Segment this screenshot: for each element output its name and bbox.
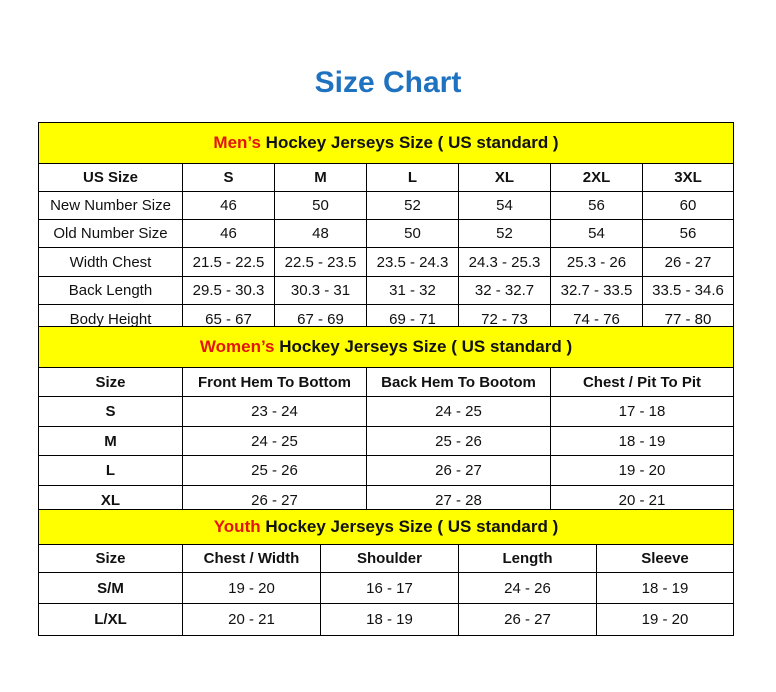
men-column-headers: US Size S M L XL 2XL 3XL bbox=[38, 163, 735, 192]
column-header: US Size bbox=[38, 163, 183, 192]
table-cell: 32.7 - 33.5 bbox=[550, 276, 643, 305]
table-cell: 60 bbox=[641, 191, 735, 220]
table-cell: 19 - 20 bbox=[549, 455, 735, 486]
table-cell: 52 bbox=[458, 219, 551, 248]
column-header: Size bbox=[38, 367, 183, 397]
table-cell: 20 - 21 bbox=[182, 603, 321, 636]
table-row: L/XL 20 - 21 18 - 19 26 - 27 19 - 20 bbox=[38, 603, 734, 636]
column-header: Sleeve bbox=[596, 544, 734, 573]
youth-heading-accent: Youth bbox=[213, 517, 261, 536]
men-heading-text: Hockey Jerseys Size ( US standard ) bbox=[260, 133, 559, 152]
table-cell: 52 bbox=[366, 191, 459, 220]
page-title: Size Chart bbox=[314, 66, 462, 99]
row-label: Width Chest bbox=[38, 247, 183, 277]
table-cell: 26 - 27 bbox=[366, 455, 551, 486]
column-header: 2XL bbox=[550, 163, 643, 192]
table-cell: 18 - 19 bbox=[320, 603, 459, 636]
men-heading-row: Men’s Hockey Jerseys Size ( US standard … bbox=[37, 122, 735, 164]
table-cell: 29.5 - 30.3 bbox=[182, 276, 275, 305]
column-header: Length bbox=[458, 544, 597, 573]
table-cell: 17 - 18 bbox=[549, 396, 735, 427]
table-cell: 46 bbox=[182, 219, 275, 248]
table-cell: 32 - 32.7 bbox=[458, 276, 551, 305]
table-cell: 56 bbox=[550, 191, 643, 220]
table-row: New Number Size 46 50 52 54 56 60 bbox=[38, 191, 735, 220]
column-header: M bbox=[274, 163, 367, 192]
column-header: XL bbox=[458, 163, 551, 192]
table-cell: 24.3 - 25.3 bbox=[458, 247, 551, 277]
table-cell: 54 bbox=[550, 219, 643, 248]
women-heading-text: Hockey Jerseys Size ( US standard ) bbox=[274, 337, 573, 356]
table-cell: 30.3 - 31 bbox=[274, 276, 367, 305]
column-header: Back Hem To Bootom bbox=[366, 367, 551, 397]
row-label: Old Number Size bbox=[38, 219, 183, 248]
row-label: Back Length bbox=[38, 276, 183, 305]
table-cell: 24 - 26 bbox=[458, 572, 597, 604]
youth-size-table: Youth Hockey Jerseys Size ( US standard … bbox=[38, 509, 734, 636]
table-cell: 18 - 19 bbox=[596, 572, 734, 604]
women-column-headers: Size Front Hem To Bottom Back Hem To Booto… bbox=[38, 367, 735, 397]
youth-heading: Youth Hockey Jerseys Size ( US standard … bbox=[38, 509, 734, 545]
row-label: S/M bbox=[38, 572, 183, 604]
table-cell: 46 bbox=[182, 191, 275, 220]
table-cell: 25.3 - 26 bbox=[550, 247, 643, 277]
men-heading: Men’s Hockey Jerseys Size ( US standard … bbox=[37, 122, 735, 164]
mens-size-table: Men’s Hockey Jerseys Size ( US standard … bbox=[37, 122, 735, 334]
table-cell: 24 - 25 bbox=[182, 426, 367, 456]
column-header: Chest / Pit To Pit bbox=[549, 367, 735, 397]
table-row: S/M 19 - 20 16 - 17 24 - 26 18 - 19 bbox=[38, 572, 734, 604]
row-label: L/XL bbox=[38, 603, 183, 636]
women-heading-row: Women’s Hockey Jerseys Size ( US standar… bbox=[37, 326, 735, 368]
table-cell: 50 bbox=[274, 191, 367, 220]
table-cell: 16 - 17 bbox=[320, 572, 459, 604]
table-row: Old Number Size 46 48 50 52 54 56 bbox=[38, 219, 735, 248]
women-heading: Women’s Hockey Jerseys Size ( US standar… bbox=[37, 326, 735, 368]
row-label: S bbox=[38, 396, 183, 427]
row-label: M bbox=[38, 426, 183, 456]
table-row: Width Chest 21.5 - 22.5 22.5 - 23.5 23.5 - … bbox=[38, 247, 735, 277]
column-header: Front Hem To Bottom bbox=[182, 367, 367, 397]
table-row: S 23 - 24 24 - 25 17 - 18 bbox=[38, 396, 735, 427]
table-cell: 56 bbox=[641, 219, 735, 248]
table-cell: 18 - 19 bbox=[549, 426, 735, 456]
table-cell: 26 - 27 bbox=[458, 603, 597, 636]
table-cell: 33.5 - 34.6 bbox=[641, 276, 735, 305]
men-heading-accent: Men’s bbox=[213, 133, 261, 152]
table-cell: 48 bbox=[274, 219, 367, 248]
table-cell: 22.5 - 23.5 bbox=[274, 247, 367, 277]
table-cell: 23.5 - 24.3 bbox=[366, 247, 459, 277]
youth-heading-text: Hockey Jerseys Size ( US standard ) bbox=[260, 517, 559, 536]
table-cell: 21.5 - 22.5 bbox=[182, 247, 275, 277]
column-header: 3XL bbox=[641, 163, 735, 192]
table-cell: 26 - 27 bbox=[641, 247, 735, 277]
womens-size-table: Women’s Hockey Jerseys Size ( US standar… bbox=[37, 326, 735, 516]
column-header: S bbox=[182, 163, 275, 192]
table-cell: 23 - 24 bbox=[182, 396, 367, 427]
youth-column-headers: Size Chest / Width Shoulder Length Sleeve bbox=[38, 544, 734, 573]
column-header: Chest / Width bbox=[182, 544, 321, 573]
table-cell: 25 - 26 bbox=[366, 426, 551, 456]
table-cell: 25 - 26 bbox=[182, 455, 367, 486]
table-cell: 19 - 20 bbox=[182, 572, 321, 604]
women-heading-accent: Women’s bbox=[199, 337, 275, 356]
table-cell: 24 - 25 bbox=[366, 396, 551, 427]
table-row: L 25 - 26 26 - 27 19 - 20 bbox=[38, 455, 735, 486]
table-cell: 19 - 20 bbox=[596, 603, 734, 636]
column-header: L bbox=[366, 163, 459, 192]
table-row: Body Height 65 - 67 67 - 69 69 - 71 72 - 73 7… bbox=[38, 304, 735, 334]
table-cell: 50 bbox=[366, 219, 459, 248]
table-cell: 54 bbox=[458, 191, 551, 220]
table-row: M 24 - 25 25 - 26 18 - 19 bbox=[38, 426, 735, 456]
column-header: Size bbox=[38, 544, 183, 573]
table-cell: 31 - 32 bbox=[366, 276, 459, 305]
row-label: L bbox=[38, 455, 183, 486]
column-header: Shoulder bbox=[320, 544, 459, 573]
youth-heading-row: Youth Hockey Jerseys Size ( US standard … bbox=[38, 509, 734, 545]
row-label: New Number Size bbox=[38, 191, 183, 220]
table-row: Back Length 29.5 - 30.3 30.3 - 31 31 - 32 32… bbox=[38, 276, 735, 305]
